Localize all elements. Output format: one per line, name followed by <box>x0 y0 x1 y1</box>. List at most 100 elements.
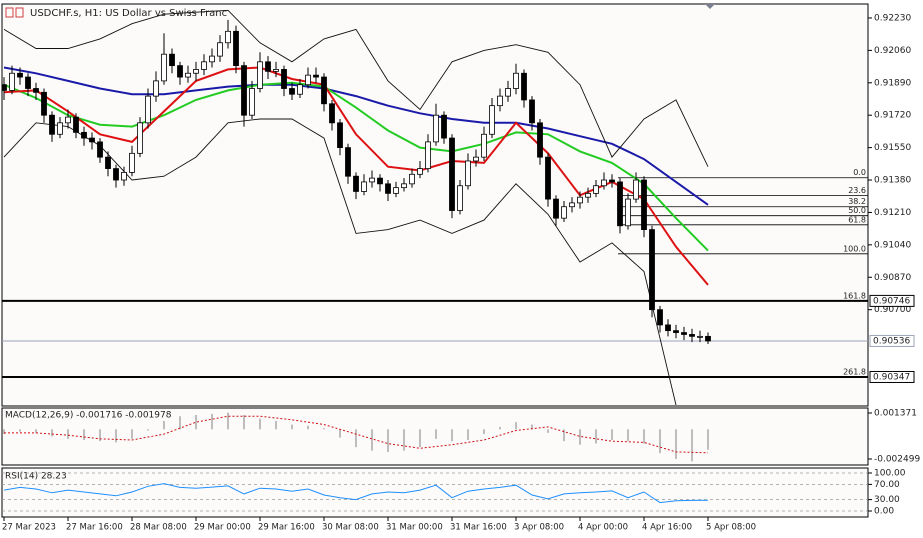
candle-body <box>57 122 63 135</box>
candle-body <box>585 192 591 198</box>
chart-title: USDCHF.s, H1: US Dollar vs Swiss Franc <box>30 8 227 19</box>
candle-body <box>513 72 519 89</box>
candle-body <box>81 131 87 139</box>
candle-body <box>537 122 543 158</box>
symbol-icons <box>5 7 24 18</box>
candle-body <box>505 88 511 97</box>
candle-body <box>177 65 183 78</box>
candle-body <box>209 55 215 63</box>
x-tick-label: 27 Mar 16:00 <box>66 523 123 533</box>
x-tick-label: 31 Mar 16:00 <box>450 523 507 533</box>
fib-label: 38.2 <box>848 197 866 206</box>
macd-plot <box>3 412 709 462</box>
candle-body <box>625 198 631 227</box>
y-tick-label: 0.90870 <box>874 273 911 283</box>
y-tick-label: 100.00 <box>874 469 906 479</box>
candle-body <box>673 330 679 333</box>
candle-body <box>577 196 583 204</box>
candle-body <box>641 179 647 230</box>
x-tick-label: 4 Apr 00:00 <box>578 523 628 533</box>
candle-body <box>425 141 431 169</box>
price-level-box <box>869 294 915 307</box>
indicator-line <box>3 66 709 286</box>
x-tick-label: 28 Mar 08:00 <box>130 523 187 533</box>
price-plot: 0.0 23.6 38.250.061.8 100.0 161.8 261.8 <box>2 9 868 406</box>
rsi-plot <box>2 472 868 512</box>
candle-body <box>305 74 311 86</box>
candle-body <box>649 229 655 311</box>
candle-body <box>697 335 703 338</box>
x-tick-label: 29 Mar 00:00 <box>194 523 251 533</box>
candle-body <box>281 69 287 89</box>
candle-body <box>121 171 127 181</box>
fib-label: 61.8 <box>848 215 866 224</box>
y-tick-label: 0.00 <box>874 507 894 517</box>
y-tick-label: -0.002499 <box>874 455 920 465</box>
candle-body <box>257 61 263 89</box>
candle-body <box>377 177 383 185</box>
indicator-line <box>3 81 709 252</box>
candle-body <box>105 156 111 169</box>
candle-body <box>113 168 119 181</box>
candle-body <box>161 53 167 82</box>
candle-body <box>401 183 407 189</box>
candle-body <box>481 133 487 158</box>
macd-title: MACD(12,26,9) -0.001716 -0.001978 <box>5 411 172 421</box>
candle-body <box>17 72 23 78</box>
x-tick-label: 27 Mar 2023 <box>2 523 56 533</box>
candle-body <box>369 177 375 183</box>
indicator-line <box>3 66 709 206</box>
candle-body <box>233 30 239 67</box>
fib-label: 50.0 <box>848 206 866 215</box>
axes: 0.92230 0.92060 0.91890 0.91720 0.91550 0.913… <box>2 13 920 532</box>
indicator-line <box>3 9 709 167</box>
candle-body <box>329 103 335 124</box>
candle-body <box>129 152 135 173</box>
candle-body <box>529 99 535 124</box>
candle-body <box>385 183 391 194</box>
fib-label: 161.8 <box>843 291 866 300</box>
candle-body <box>601 179 607 187</box>
candle-body <box>137 122 143 154</box>
indicator-line <box>3 118 677 406</box>
candle-body <box>521 72 527 101</box>
candle-body <box>289 88 295 95</box>
candle-body <box>49 114 55 135</box>
candle-body <box>705 335 711 342</box>
candle-body <box>225 30 231 44</box>
y-tick-label: 30.00 <box>874 495 900 505</box>
candle-body <box>241 65 247 116</box>
candle-body <box>617 181 623 227</box>
candle-body <box>545 156 551 200</box>
candle-body <box>561 206 567 219</box>
candle-body <box>97 141 103 158</box>
y-tick-label: 0.91890 <box>874 78 911 88</box>
price-level-box <box>869 334 915 347</box>
candle-body <box>449 137 455 211</box>
price-panel <box>1 3 869 407</box>
candle-body <box>433 114 439 143</box>
candle-body <box>9 72 15 91</box>
candle-body <box>465 160 471 187</box>
candle-body <box>249 88 255 116</box>
candle-body <box>417 168 423 175</box>
fib-label: 261.8 <box>843 367 866 376</box>
x-tick-label: 30 Mar 08:00 <box>322 523 379 533</box>
y-tick-label: 0.91720 <box>874 111 911 121</box>
candle-body <box>633 179 639 200</box>
candle-body <box>409 173 415 185</box>
rsi-title: RSI(14) 28.23 <box>5 472 67 482</box>
candle-body <box>265 61 271 72</box>
price-level-box <box>869 370 915 383</box>
y-tick-label: 0.91550 <box>874 143 911 153</box>
macd-signal <box>4 415 709 454</box>
candle-body <box>457 185 463 211</box>
rsi-panel <box>1 467 869 518</box>
candle-body <box>2 84 7 91</box>
x-tick-label: 5 Apr 08:00 <box>706 523 756 533</box>
candle-body <box>313 74 319 78</box>
candle-body <box>681 332 687 335</box>
x-tick-label: 3 Apr 08:00 <box>514 523 564 533</box>
candle-body <box>553 198 559 219</box>
candle-body <box>489 105 495 135</box>
